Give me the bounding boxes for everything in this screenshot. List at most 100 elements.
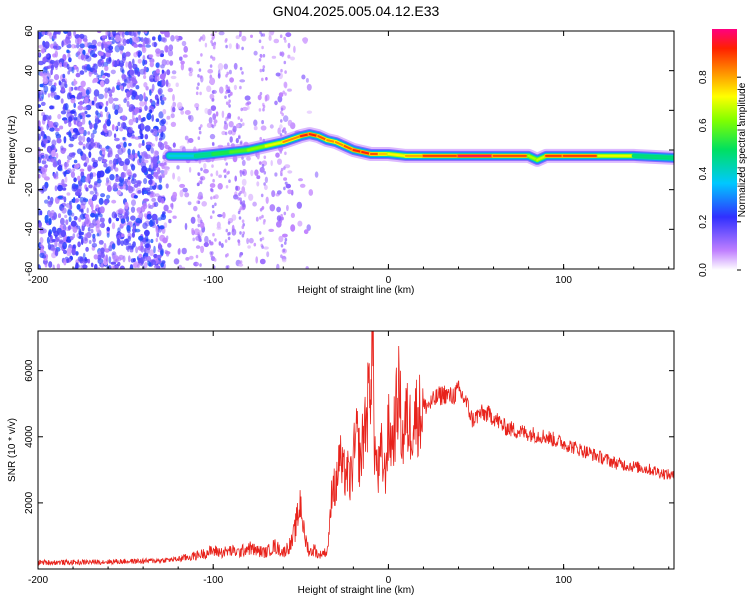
- spectrogram-noise-blob: [283, 81, 288, 88]
- spectrogram-noise-blob: [129, 69, 135, 77]
- spectrogram-noise-blob: [54, 59, 61, 66]
- spectrogram-noise-blob: [76, 43, 80, 49]
- spectrogram-noise-blob: [157, 34, 162, 42]
- spectrogram-noise-blob: [258, 39, 262, 43]
- spectrogram-noise-blob: [162, 37, 168, 43]
- x-tick-label: -200: [28, 575, 48, 586]
- spectrogram-noise-blob: [228, 231, 231, 236]
- spectrogram-noise-blob: [188, 114, 194, 123]
- spectrogram-noise-blob: [221, 130, 226, 136]
- spectrogram-noise-blob: [166, 115, 171, 120]
- spectrogram-noise-blob: [217, 183, 223, 190]
- spectrogram-noise-blob: [104, 106, 108, 113]
- spectrogram-noise-blob: [53, 74, 60, 81]
- spectrogram-noise-blob: [70, 220, 77, 227]
- spectrogram-noise-blob: [212, 232, 215, 237]
- spectrogram-noise-blob: [155, 62, 160, 68]
- spectrogram-noise-blob: [258, 58, 262, 62]
- spectrogram-noise-blob: [200, 53, 203, 57]
- spectrogram-noise-blob: [49, 127, 55, 132]
- spectrogram-noise-blob: [122, 255, 126, 263]
- x-tick-label: -200: [28, 275, 48, 286]
- spectrogram-noise-blob: [264, 184, 268, 191]
- spectrogram-noise-blob: [211, 204, 215, 209]
- spectrogram-noise-blob: [86, 64, 91, 71]
- spectrogram-noise-blob: [77, 105, 84, 111]
- snr-y-ticks: 2000 4000 6000: [24, 359, 674, 514]
- spectrogram-noise-blob: [158, 111, 164, 119]
- spectrogram-noise-blob: [108, 45, 114, 51]
- spectrogram-noise-blob: [261, 236, 265, 241]
- spectrogram-noise-blob: [260, 193, 264, 198]
- spectrogram-noise-blob: [115, 217, 120, 222]
- spectrogram-noise-blob: [60, 98, 64, 104]
- spectrogram-noise-blob: [142, 202, 148, 210]
- spectrogram-noise-blob: [172, 101, 177, 108]
- spectrogram-noise-blob: [56, 95, 61, 100]
- spectrogram-noise-blob: [39, 210, 43, 216]
- spectrogram-noise-blob: [250, 169, 254, 177]
- spectrogram-noise-blob: [89, 49, 96, 58]
- spectrogram-noise-blob: [92, 194, 98, 201]
- spectrogram-noise-blob: [80, 199, 87, 206]
- spectrogram-noise-blob: [79, 33, 85, 40]
- spectrogram-noise-blob: [137, 150, 140, 157]
- spectrogram-noise-blob: [172, 191, 178, 199]
- spectrogram-noise-blob: [111, 243, 116, 250]
- spectrogram-noise-blob: [279, 51, 283, 56]
- spectrogram-noise-blob: [229, 91, 233, 96]
- spectrogram-noise-blob: [85, 246, 89, 252]
- spectrogram-noise-blob: [161, 79, 166, 87]
- spectrogram-noise-blob: [163, 168, 170, 172]
- spectrogram-noise-blob: [239, 170, 242, 174]
- spectrogram-noise-blob: [106, 194, 111, 199]
- spectrogram-noise-blob: [138, 143, 142, 149]
- spectrogram-noise-blob: [262, 65, 266, 69]
- spectrogram-noise-blob: [86, 207, 89, 214]
- spectrogram-noise-blob: [231, 228, 237, 236]
- spectrogram-noise-blob: [259, 258, 266, 265]
- spectrogram-noise-blob: [88, 100, 93, 107]
- spectrogram-noise-blob: [38, 174, 41, 179]
- spectrogram-noise-blob: [51, 149, 56, 158]
- spectrogram-noise-blob: [122, 136, 126, 141]
- spectrogram-noise-blob: [169, 60, 174, 66]
- spectrogram-noise-blob: [133, 117, 137, 123]
- spectrogram-noise-blob: [74, 198, 80, 203]
- spectrogram-noise-blob: [209, 64, 213, 68]
- spectrogram-noise-blob: [149, 61, 154, 68]
- spectrogram-noise-blob: [262, 33, 266, 37]
- spectrogram-noise-blob: [143, 82, 148, 88]
- spectrogram-noise-blob: [74, 111, 77, 117]
- spectrogram-noise-blob: [184, 110, 191, 115]
- spectrogram-noise-blob: [98, 51, 104, 57]
- spectrogram-noise-blob: [266, 251, 270, 258]
- spectrogram-noise-blob: [67, 225, 71, 231]
- spectrogram-noise-blob: [63, 196, 67, 203]
- spectrogram-noise-blob: [98, 105, 103, 110]
- spectrogram-noise-blob: [39, 237, 44, 244]
- spectrogram-noise-blob: [168, 44, 174, 51]
- spectrogram-noise-blob: [79, 43, 85, 49]
- spectrogram-noise-blob: [214, 202, 217, 207]
- spectrogram-noise-blob: [261, 120, 264, 125]
- spectrogram-noise-blob: [40, 48, 45, 54]
- spectrogram-noise-blob: [80, 238, 84, 245]
- spectrogram-noise-blob: [172, 215, 177, 219]
- colorbar-tick-label: 0.0: [698, 263, 709, 277]
- spectrogram-noise-blob: [224, 174, 227, 179]
- spectrogram-noise-blob: [153, 264, 160, 269]
- spectrogram-noise-blob: [277, 127, 282, 135]
- spectrogram-noise-blob: [71, 248, 76, 256]
- spectrogram-noise-blob: [118, 208, 124, 214]
- spectrogram-noise-blob: [262, 68, 265, 72]
- spectrogram-noise-blob: [119, 45, 125, 51]
- spectrogram-noise-blob: [165, 183, 169, 189]
- spectrogram-noise-blob: [88, 70, 92, 77]
- x-tick-label: 100: [555, 575, 572, 586]
- spectrogram-noise-blob: [280, 254, 283, 258]
- spectrogram-noise-blob: [103, 43, 108, 49]
- spectrogram-noise-blob: [188, 72, 193, 77]
- spectrogram-noise-blob: [153, 150, 159, 157]
- spectrogram-noise-blob: [217, 69, 221, 77]
